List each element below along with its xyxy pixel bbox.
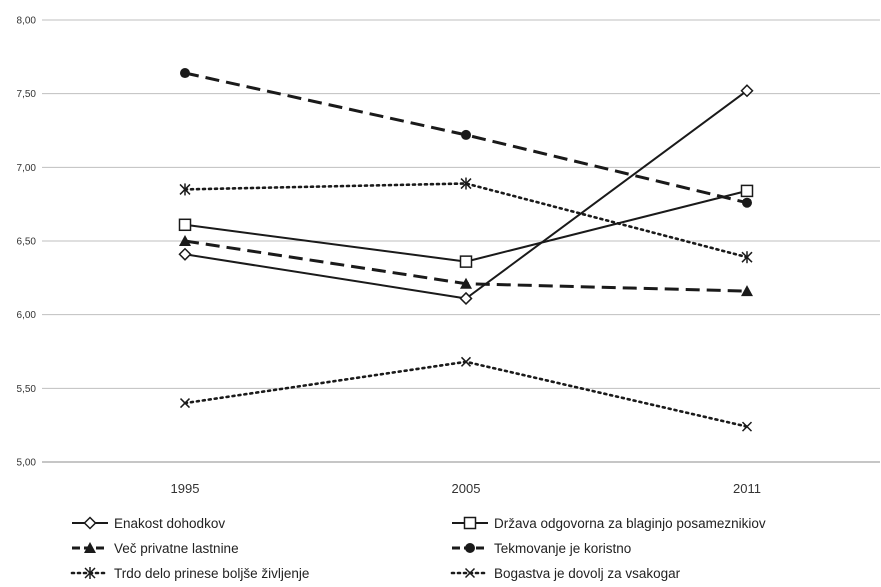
y-tick-label: 8,00: [17, 16, 37, 27]
data-point: [740, 184, 754, 198]
series-line: [184, 71, 748, 205]
x-tick-label: 1995: [171, 481, 200, 496]
legend-item: Bogastva je dovolj za vsakogar: [450, 566, 681, 581]
legend-item: Trdo delo prinese boljše življenje: [70, 566, 309, 581]
data-point: [84, 542, 96, 553]
data-point: [83, 516, 97, 530]
y-tick-label: 6,50: [17, 237, 37, 248]
legend-label: Tekmovanje je koristno: [494, 541, 631, 556]
series: [180, 68, 752, 208]
y-axis-tick-labels: 5,00 5,50 6,00 6,50 7,00 7,50 8,00: [17, 16, 37, 469]
data-point: [178, 247, 192, 261]
series-line: [183, 360, 749, 428]
data-point: [460, 356, 472, 367]
data-point: [179, 398, 191, 409]
y-tick-label: 7,00: [17, 163, 37, 174]
series: [179, 356, 753, 432]
data-point: [741, 285, 753, 297]
legend-label: Več privatne lastnine: [114, 541, 239, 556]
data-point: [179, 183, 191, 196]
data-point: [459, 255, 473, 268]
x-tick-label: 2011: [733, 481, 761, 496]
series: [179, 177, 753, 264]
data-point: [460, 277, 472, 289]
y-tick-label: 5,00: [17, 458, 37, 469]
data-point: [459, 291, 473, 306]
legend-item: Tekmovanje je koristno: [452, 541, 631, 556]
series-line: [183, 182, 749, 259]
data-point: [178, 218, 192, 232]
series: [178, 84, 754, 306]
x-tick-label: 2005: [452, 481, 481, 496]
data-point: [464, 567, 476, 579]
legend-item: Enakost dohodkov: [72, 516, 225, 531]
data-point: [179, 235, 191, 246]
legend-label: Trdo delo prinese boljše življenje: [114, 566, 309, 581]
series: [178, 184, 754, 268]
legend-label: Bogastva je dovolj za vsakogar: [494, 566, 681, 581]
legend-label: Država odgovorna za blaginjo posamezniki…: [494, 516, 766, 531]
data-point: [460, 177, 472, 190]
data-series: [178, 68, 754, 432]
legend-item: Več privatne lastnine: [72, 541, 239, 556]
data-point: [180, 68, 190, 79]
legend-label: Enakost dohodkov: [114, 516, 225, 531]
y-tick-label: 5,50: [17, 384, 37, 395]
data-point: [741, 421, 753, 432]
data-point: [741, 251, 753, 264]
y-tick-label: 7,50: [17, 89, 37, 100]
data-point: [461, 129, 471, 140]
data-point: [84, 567, 96, 579]
legend: Enakost dohodkov Država odgovorna za blag…: [70, 516, 766, 581]
legend-item: Država odgovorna za blaginjo posamezniki…: [452, 516, 766, 531]
x-axis-tick-labels: 1995 2005 2011: [171, 481, 761, 496]
gridlines: [42, 19, 880, 463]
data-point: [742, 197, 752, 208]
data-point: [465, 543, 475, 553]
series: [179, 235, 753, 297]
data-point: [740, 84, 754, 98]
series-line: [184, 189, 748, 263]
data-point: [463, 516, 477, 530]
y-tick-label: 6,00: [17, 310, 37, 321]
